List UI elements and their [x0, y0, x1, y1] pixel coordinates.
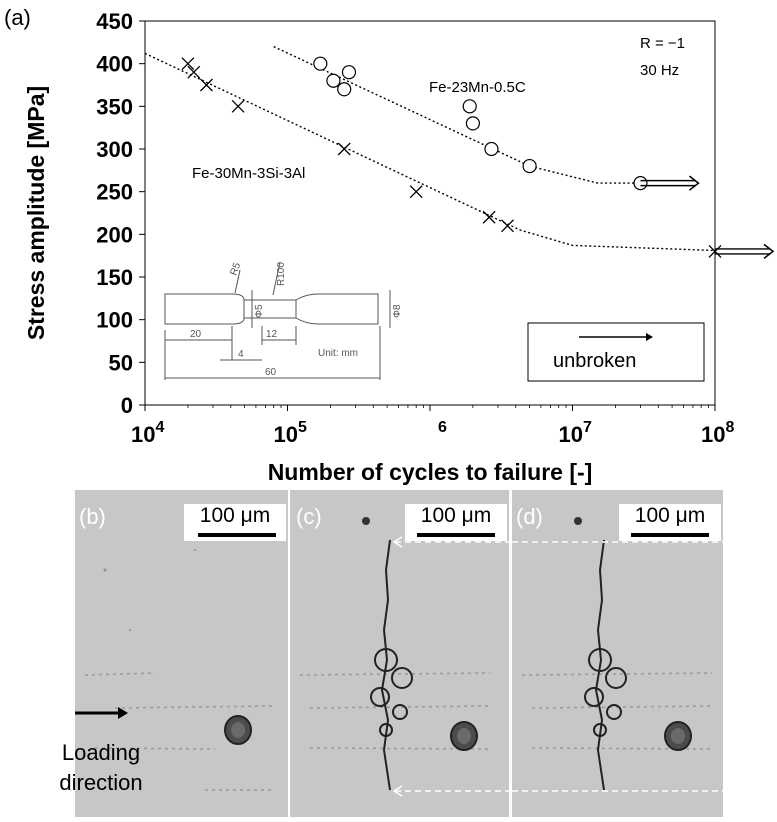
dim-label-12: 12 [266, 329, 278, 340]
diameter-label-8: Φ8 [392, 304, 403, 318]
y-tick-label: 100 [96, 308, 133, 333]
caption-line-1: Loading [61, 740, 141, 765]
y-tick-label: 250 [96, 180, 133, 205]
y-tick-label: 200 [96, 222, 133, 247]
caption-line-2: direction [59, 770, 143, 795]
y-tick-label: 350 [96, 94, 133, 119]
loading-direction-caption: Loading direction [46, 738, 156, 798]
series-label-fe30mn: Fe-30Mn-3Si-3Al [192, 165, 305, 182]
micrograph-b-label: (b) [79, 504, 106, 529]
trend-line-0 [273, 45, 641, 184]
scale-bar-c-box: 100 μm [405, 504, 507, 541]
x-tick-label: 104 [131, 419, 164, 447]
micrograph-c-texture [299, 517, 509, 797]
loading-direction-arrow [75, 707, 128, 719]
micrograph-d-texture [512, 517, 723, 792]
x-tick-label: 108 [701, 419, 734, 447]
unbroken-legend: unbroken [527, 322, 705, 382]
specimen-drawing [164, 261, 391, 380]
point-x [187, 65, 201, 79]
runout-arrow [640, 175, 700, 191]
point-circle [337, 82, 352, 97]
radius-label-r100: R100 [276, 262, 287, 286]
radius-label-r5: R5 [228, 261, 243, 277]
y-tick-label: 50 [109, 350, 133, 375]
y-tick-label: 400 [96, 52, 133, 77]
condition-ratio: R = −1 [640, 35, 685, 52]
dim-label-4: 4 [238, 349, 244, 360]
point-circle [326, 73, 341, 88]
micrograph-d: (d) 100 μm [512, 490, 723, 817]
y-axis-label: Stress amplitude [MPa] [23, 86, 49, 340]
micrograph-b-texture [84, 549, 276, 791]
x-axis: 104 105 6 107 108 [131, 405, 734, 447]
condition-frequency: 30 Hz [640, 62, 679, 79]
scale-bar-b-box: 100 μm [184, 504, 286, 541]
x-tick-label: 105 [274, 419, 307, 447]
micrograph-d-label: (d) [516, 504, 543, 529]
point-circle [341, 65, 357, 80]
panel-label-a: (a) [4, 5, 31, 30]
series-layer [144, 45, 775, 259]
point-circle [313, 56, 328, 71]
scale-bar-d [631, 533, 709, 537]
scale-bar-d-box: 100 μm [619, 504, 721, 541]
point-x [337, 142, 351, 156]
point-x [482, 210, 496, 224]
point-x [200, 78, 213, 92]
point-x [231, 99, 245, 113]
trend-line-1 [144, 52, 716, 252]
x-tick-label: 107 [559, 419, 592, 447]
scale-bar-d-label: 100 μm [634, 504, 706, 527]
runout-arrow [715, 243, 775, 259]
micrograph-c-label: (c) [296, 504, 322, 529]
x-tick-label: 6 [438, 419, 447, 436]
scale-bar-b-label: 100 μm [199, 504, 271, 527]
series-label-fe23mn: Fe-23Mn-0.5C [429, 79, 526, 96]
point-circle [484, 141, 499, 157]
scale-bar-b [198, 533, 276, 537]
y-tick-label: 300 [96, 137, 133, 162]
point-circle [522, 158, 537, 174]
point-x [409, 185, 423, 199]
diameter-label-5: Φ5 [254, 304, 265, 318]
point-x [181, 57, 195, 71]
specimen-labels: R5 R100 Φ5 Φ8 20 12 4 60 Unit: mm [190, 261, 403, 378]
point-circle [465, 116, 480, 131]
unbroken-label: unbroken [553, 350, 636, 372]
scale-bar-c-label: 100 μm [420, 504, 492, 527]
y-axis: 0 50 100 150 200 250 300 350 400 450 [96, 9, 145, 418]
y-tick-label: 450 [96, 9, 133, 34]
dim-label-20: 20 [190, 329, 202, 340]
scale-bar-c [417, 533, 495, 537]
unit-label: Unit: mm [318, 348, 358, 359]
point-circle [633, 176, 648, 191]
y-tick-label: 0 [121, 393, 133, 418]
dim-label-60: 60 [265, 367, 277, 378]
point-x [708, 244, 722, 258]
y-tick-label: 150 [96, 265, 133, 290]
point-circle [462, 99, 477, 114]
x-axis-label: Number of cycles to failure [-] [268, 459, 593, 485]
point-x [501, 219, 514, 233]
micrograph-b: (b) 100 μm [75, 490, 288, 817]
micrograph-c: (c) 100 μm [290, 490, 509, 817]
